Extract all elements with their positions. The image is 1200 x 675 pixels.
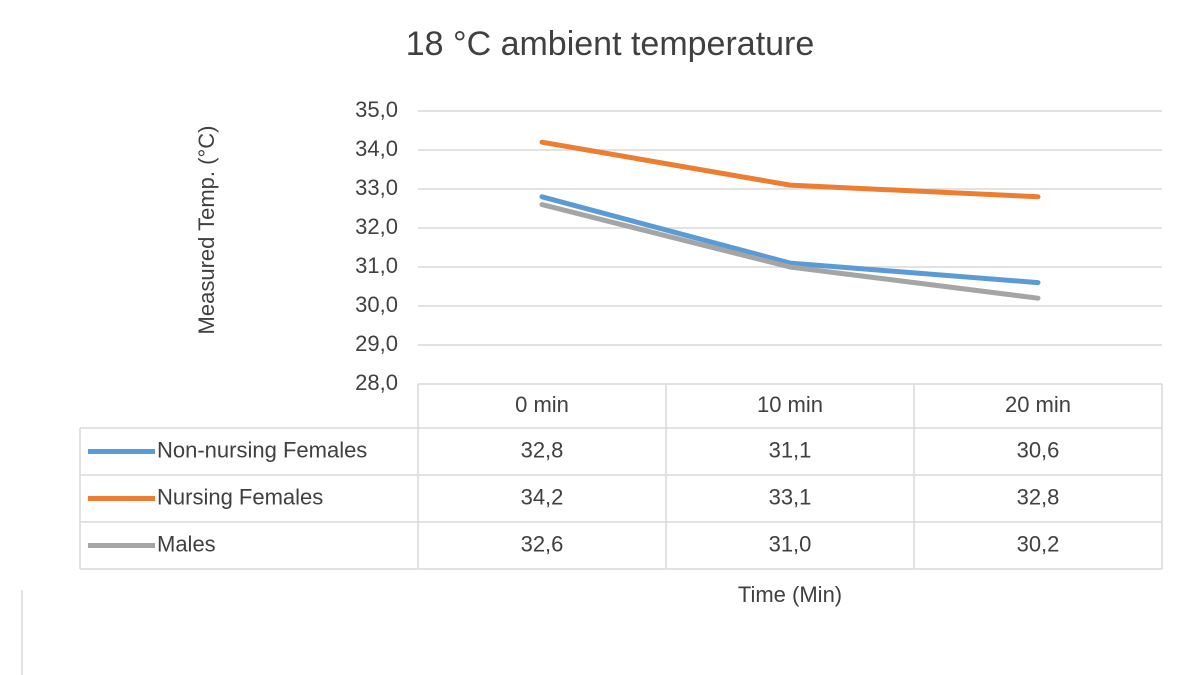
y-tick-label: 30,0	[355, 292, 398, 317]
chart-title: 18 °C ambient temperature	[406, 25, 815, 63]
y-tick-label: 28,0	[355, 370, 398, 395]
legend-label: Non-nursing Females	[157, 437, 367, 462]
x-tick-label: 0 min	[515, 392, 569, 417]
y-tick-label: 29,0	[355, 331, 398, 356]
y-tick-label: 31,0	[355, 253, 398, 278]
table-value: 30,6	[1017, 437, 1060, 462]
x-axis-title: Time (Min)	[738, 582, 842, 607]
table-value: 32,8	[521, 437, 564, 462]
y-tick-label: 35,0	[355, 97, 398, 122]
table-value: 32,8	[1017, 484, 1060, 509]
table-value: 34,2	[521, 484, 564, 509]
y-axis-title: Measured Temp. (°C)	[194, 126, 219, 335]
x-tick-label: 20 min	[1005, 392, 1071, 417]
series-line	[539, 194, 1041, 286]
legend-label: Nursing Females	[157, 484, 323, 509]
y-tick-label: 34,0	[355, 136, 398, 161]
table-value: 32,6	[521, 531, 564, 556]
series-line	[539, 202, 1041, 301]
table-value: 31,0	[769, 531, 812, 556]
table-value: 31,1	[769, 437, 812, 462]
legend-label: Males	[157, 531, 216, 556]
table-value: 30,2	[1017, 531, 1060, 556]
x-tick-label: 10 min	[757, 392, 823, 417]
table-value: 33,1	[769, 484, 812, 509]
y-tick-label: 33,0	[355, 175, 398, 200]
series-line	[539, 139, 1041, 200]
y-tick-label: 32,0	[355, 214, 398, 239]
